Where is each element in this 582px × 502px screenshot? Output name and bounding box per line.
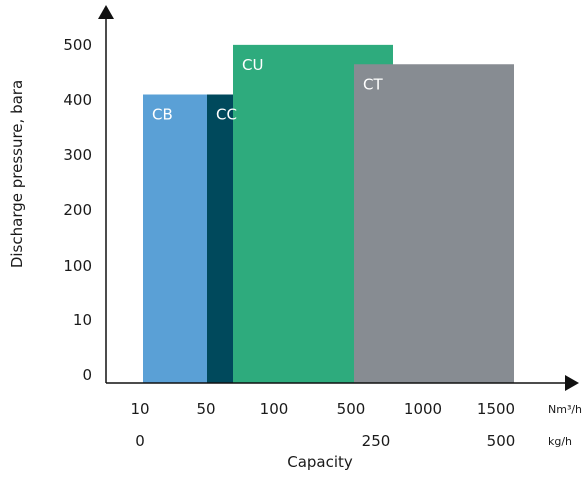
y-axis-title: Discharge pressure, bara xyxy=(8,80,26,268)
x-tick-label-kgh: 0 xyxy=(135,432,145,450)
x-axis-title: Capacity xyxy=(287,453,353,471)
region-label-cc: CC xyxy=(216,106,237,124)
regions-layer: CB CC CU CT xyxy=(143,44,514,384)
x-unit-kgh: kg/h xyxy=(548,435,572,448)
y-tick-label: 300 xyxy=(63,146,92,164)
axes-layer xyxy=(98,5,579,391)
x-tick-label-nm3h: 500 xyxy=(337,400,366,418)
x-tick-label-nm3h: 100 xyxy=(260,400,289,418)
y-tick-labels: 0 10 100 200 300 400 500 xyxy=(63,36,92,384)
y-tick-label: 10 xyxy=(73,311,92,329)
region-cb xyxy=(143,94,207,383)
y-axis-arrow xyxy=(98,5,114,19)
x-tick-label-nm3h: 10 xyxy=(130,400,149,418)
region-label-cu: CU xyxy=(242,56,263,74)
y-tick-label: 400 xyxy=(63,91,92,109)
region-label-ct: CT xyxy=(363,75,383,93)
region-ct xyxy=(354,64,514,383)
x-tick-label-nm3h: 1000 xyxy=(404,400,442,418)
x-axis-arrow xyxy=(565,375,579,391)
x-tick-label-kgh: 500 xyxy=(487,432,516,450)
y-tick-label: 200 xyxy=(63,201,92,219)
y-tick-label: 500 xyxy=(63,36,92,54)
region-label-cb: CB xyxy=(152,106,173,124)
x-tick-label-nm3h: 50 xyxy=(196,400,215,418)
x-tick-label-kgh: 250 xyxy=(362,432,391,450)
x-tick-label-nm3h: 1500 xyxy=(477,400,515,418)
x-tick-labels: 10 50 100 500 1000 1500 0 250 500 xyxy=(130,400,515,450)
x-unit-nm3h: Nm³/h xyxy=(548,403,582,416)
y-tick-label: 0 xyxy=(82,366,92,384)
y-tick-label: 100 xyxy=(63,257,92,275)
